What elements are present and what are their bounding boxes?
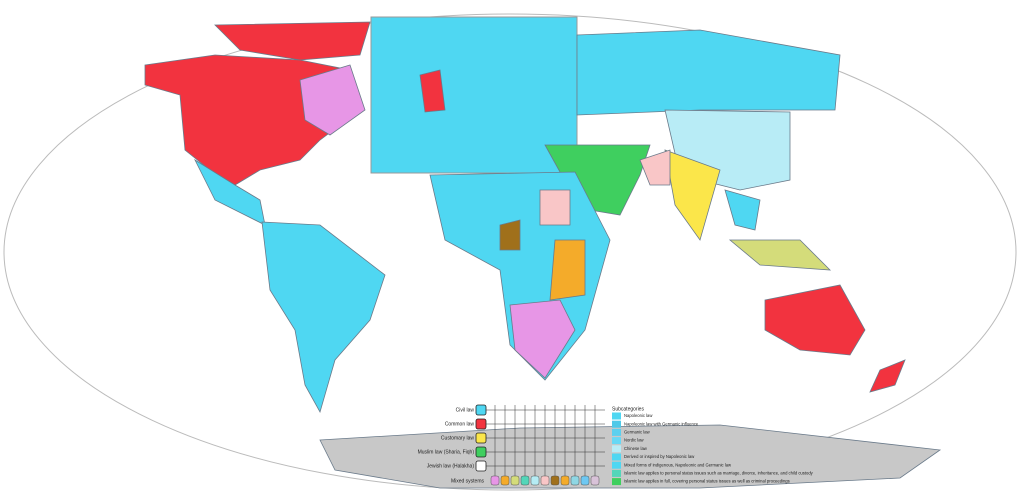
system-label: Muslim law (Sharia, Fiqh) bbox=[418, 449, 475, 455]
indonesia bbox=[728, 239, 832, 271]
cameroon bbox=[499, 219, 521, 251]
europe-inset bbox=[370, 16, 578, 174]
subcategory-label: Islamic law applies to personal status i… bbox=[624, 471, 814, 476]
mixed-swatch bbox=[500, 475, 510, 486]
system-label: Jewish law (Halakha) bbox=[427, 463, 475, 469]
mixed-swatch bbox=[580, 475, 590, 486]
mixed-swatch bbox=[530, 475, 540, 486]
east-africa bbox=[549, 239, 586, 301]
mixed-swatch bbox=[570, 475, 580, 486]
subcategory-label: Nordic law bbox=[624, 438, 645, 443]
mixed-swatch bbox=[510, 475, 520, 486]
system-swatch bbox=[475, 404, 487, 416]
new-zealand bbox=[869, 359, 906, 393]
subcategory-swatch bbox=[612, 428, 621, 436]
system-swatch bbox=[475, 432, 487, 444]
subcategory-swatch bbox=[612, 437, 621, 445]
system-label: Civil law bbox=[456, 407, 475, 413]
system-label: Common law bbox=[445, 421, 475, 427]
mixed-label: Mixed systems bbox=[451, 478, 485, 484]
mixed-swatch bbox=[490, 475, 500, 486]
system-label: Customary law bbox=[441, 435, 474, 441]
subcategory-label: Islamic law applies in full, covering pe… bbox=[624, 479, 790, 484]
subcategory-swatch bbox=[612, 445, 621, 453]
sudan bbox=[539, 189, 571, 226]
subcategory-swatch bbox=[612, 469, 621, 477]
system-swatch bbox=[475, 460, 487, 472]
greenland bbox=[214, 21, 371, 61]
subcategory-swatch bbox=[612, 453, 621, 461]
mixed-swatch bbox=[590, 475, 600, 486]
subcategory-label: Napoleonic law with Germanic influence bbox=[624, 421, 699, 426]
land bbox=[144, 16, 942, 489]
mixed-swatch bbox=[560, 475, 570, 486]
subcategory-swatch bbox=[612, 478, 621, 486]
subcategory-label: Germanic law bbox=[624, 430, 651, 435]
subcategory-swatch bbox=[612, 461, 621, 469]
indochina bbox=[724, 189, 761, 231]
subcategory-label: Chinese law bbox=[624, 446, 648, 451]
mixed-swatch bbox=[540, 475, 550, 486]
south-africa bbox=[509, 299, 576, 379]
russia bbox=[576, 29, 841, 116]
south-america bbox=[261, 221, 386, 414]
quebec bbox=[299, 64, 366, 136]
uk-ireland bbox=[419, 69, 446, 113]
system-swatch bbox=[475, 418, 487, 430]
subcategory-label: Mixed forms of indigenous, Napoleonic an… bbox=[624, 462, 732, 467]
subcategory-swatch bbox=[612, 420, 621, 428]
system-swatch bbox=[475, 446, 487, 458]
mixed-swatch bbox=[550, 475, 560, 486]
subcategory-label: Napoleonic law bbox=[624, 413, 653, 418]
australia bbox=[764, 284, 866, 356]
india bbox=[664, 149, 721, 241]
pakistan bbox=[639, 149, 671, 186]
antarctica bbox=[319, 424, 942, 489]
subcategories-title: Subcategories bbox=[612, 406, 644, 412]
subcategory-swatch bbox=[612, 412, 621, 420]
legend: Civil law Common law Customary law Muslim l… bbox=[418, 404, 814, 486]
subcategory-label: Derived or inspired by Napoleonic law bbox=[624, 454, 695, 459]
mixed-swatch bbox=[520, 475, 530, 486]
